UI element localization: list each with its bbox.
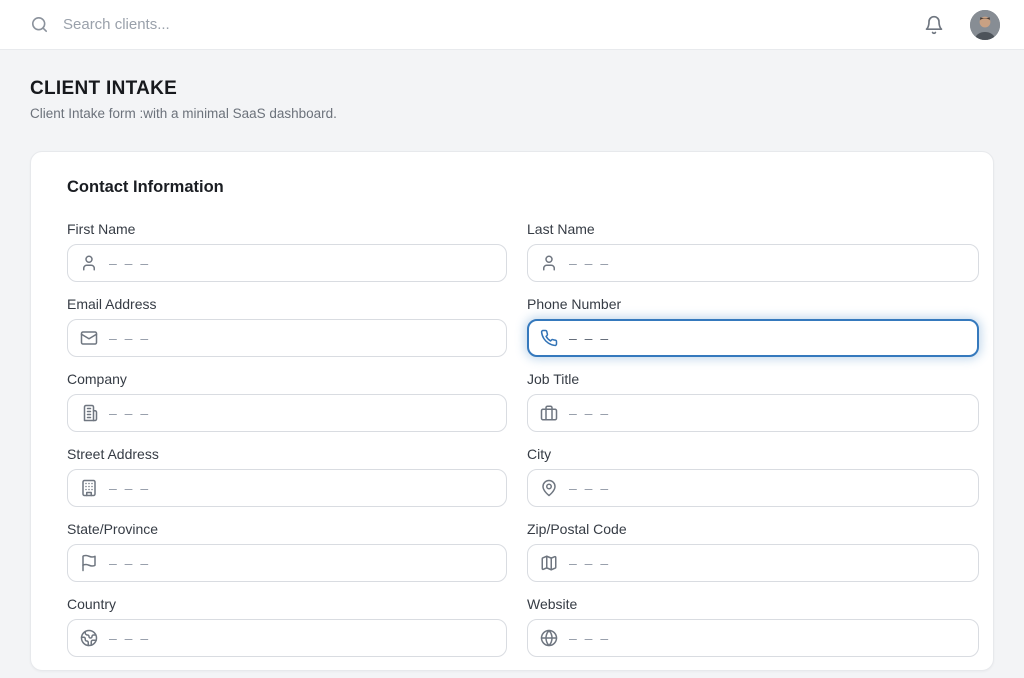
text-input-wrap[interactable]	[67, 394, 507, 432]
text-input[interactable]	[109, 480, 494, 496]
flag-icon	[80, 554, 98, 572]
text-input[interactable]	[109, 330, 494, 346]
text-input[interactable]	[569, 555, 966, 571]
form-field-country: Country	[67, 596, 507, 657]
main-content: CLIENT INTAKE Client Intake form :with a…	[0, 50, 1024, 671]
form-field-last-name: Last Name	[527, 221, 979, 282]
globe-icon	[540, 629, 558, 647]
phone-icon	[540, 329, 558, 347]
form-field-phone-number: Phone Number	[527, 296, 979, 357]
text-input[interactable]	[109, 555, 494, 571]
text-input-wrap[interactable]	[67, 469, 507, 507]
text-input-wrap[interactable]	[67, 619, 507, 657]
text-input-wrap[interactable]	[527, 544, 979, 582]
field-label: State/Province	[67, 521, 159, 537]
search-input[interactable]	[63, 16, 924, 33]
field-label: Street Address	[67, 446, 159, 462]
bell-icon[interactable]	[924, 15, 944, 35]
form-field-company: Company	[67, 371, 507, 432]
form-field-website: Website	[527, 596, 979, 657]
map-pin-icon	[540, 479, 558, 497]
text-input-wrap[interactable]	[67, 544, 507, 582]
search-icon	[30, 15, 49, 34]
field-label: Website	[527, 596, 578, 612]
text-input[interactable]	[569, 630, 966, 646]
topbar	[0, 0, 1024, 50]
text-input[interactable]	[109, 255, 494, 271]
text-input[interactable]	[569, 405, 966, 421]
field-label: Last Name	[527, 221, 595, 237]
text-input[interactable]	[569, 255, 966, 271]
earth-icon	[80, 629, 98, 647]
field-label: Country	[67, 596, 117, 612]
form-field-zip-postal-code: Zip/Postal Code	[527, 521, 979, 582]
contact-information-card: Contact Information First Name Last Name…	[30, 151, 994, 671]
form-fields-grid: First Name Last Name Email Address Phone…	[67, 221, 979, 671]
text-input-wrap[interactable]	[527, 469, 979, 507]
briefcase-icon	[540, 404, 558, 422]
text-input-wrap[interactable]	[67, 319, 507, 357]
field-label: Zip/Postal Code	[527, 521, 627, 537]
text-input[interactable]	[569, 330, 966, 346]
text-input[interactable]	[569, 480, 966, 496]
text-input-wrap[interactable]	[527, 244, 979, 282]
user-icon	[540, 254, 558, 272]
form-field-city: City	[527, 446, 979, 507]
search-bar[interactable]	[30, 15, 924, 34]
text-input[interactable]	[109, 630, 494, 646]
form-field-state-province: State/Province	[67, 521, 507, 582]
field-label: Job Title	[527, 371, 580, 387]
card-heading: Contact Information	[67, 178, 224, 196]
avatar[interactable]	[970, 9, 1000, 40]
field-label: Email Address	[67, 296, 157, 312]
form-field-job-title: Job Title	[527, 371, 979, 432]
field-label: Company	[67, 371, 127, 387]
mail-icon	[80, 329, 98, 347]
form-field-first-name: First Name	[67, 221, 507, 282]
form-field-street-address: Street Address	[67, 446, 507, 507]
text-input-wrap[interactable]	[527, 619, 979, 657]
buildings-icon	[80, 404, 98, 422]
page-subtitle: Client Intake form :with a minimal SaaS …	[30, 106, 337, 121]
text-input-wrap[interactable]	[527, 319, 979, 357]
field-label: City	[527, 446, 552, 462]
field-label: First Name	[67, 221, 136, 237]
field-label: Phone Number	[527, 296, 622, 312]
user-icon	[80, 254, 98, 272]
building-icon	[80, 479, 98, 497]
page-title: CLIENT INTAKE	[30, 78, 178, 99]
avatar-image	[970, 9, 1000, 40]
text-input[interactable]	[109, 405, 494, 421]
form-field-email-address: Email Address	[67, 296, 507, 357]
map-icon	[540, 554, 558, 572]
text-input-wrap[interactable]	[67, 244, 507, 282]
text-input-wrap[interactable]	[527, 394, 979, 432]
